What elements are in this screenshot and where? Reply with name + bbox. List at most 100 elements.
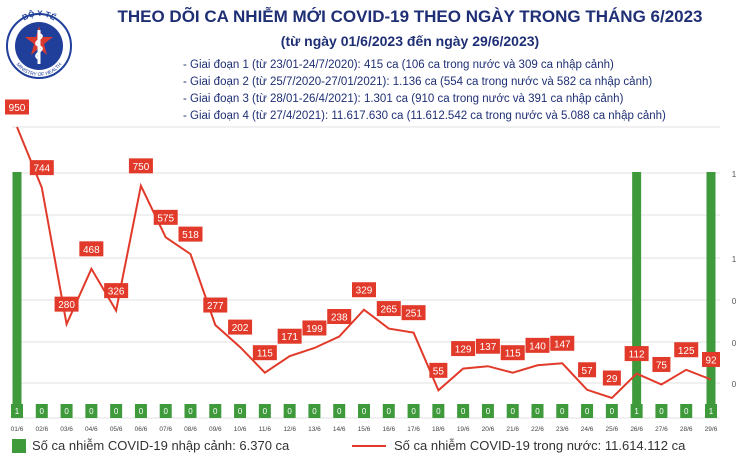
point-label-box — [252, 345, 277, 361]
bar-label-box — [506, 404, 519, 418]
bar-label-box — [283, 404, 296, 418]
bar-label-box — [581, 404, 594, 418]
bar-value-label: 0 — [659, 407, 664, 416]
point-label-box — [302, 320, 327, 336]
right-axis-tick: 1 — [732, 170, 737, 179]
bar-label-box — [85, 404, 98, 418]
bar-value-label: 0 — [287, 407, 292, 416]
svg-text:BỘ Y TẾ: BỘ Y TẾ — [21, 9, 59, 23]
legend-line-swatch — [352, 444, 386, 447]
bar-value-label: 0 — [510, 407, 515, 416]
x-tick-label: 11/6 — [259, 426, 272, 433]
bar-label-box — [184, 404, 197, 418]
bar-value-label: 0 — [362, 407, 367, 416]
bar-label-box — [258, 404, 271, 418]
x-tick-label: 07/6 — [159, 426, 172, 433]
x-tick-label: 16/6 — [382, 426, 395, 433]
chart-subtitle: (từ ngày 01/6/2023 đến ngày 29/6/2023) — [280, 33, 540, 49]
phase-4-text: - Giai đoạn 4 (từ 27/4/2021): 11.617.630… — [183, 110, 666, 122]
point-label-box — [352, 282, 376, 298]
x-tick-label: 12/6 — [283, 426, 296, 433]
covid-chart: 1 1 0 0 0 1 0 0 0 0 0 0 0 0 0 0 0 0 0 0 0 0 0 0 0 0 0 0 0 0 1 0 0 1 950 744… — [5, 99, 737, 433]
phase-summary: - Giai đoạn 1 (từ 23/01-24/7/2020): 415 … — [183, 57, 666, 125]
point-value-label: 29 — [606, 374, 618, 385]
bar-label-box — [382, 404, 395, 418]
point-value-label: 147 — [554, 339, 571, 350]
bar-value-label: 0 — [263, 407, 268, 416]
point-label-box — [702, 351, 720, 367]
x-tick-label: 23/6 — [556, 426, 569, 433]
bar-imported — [632, 172, 642, 418]
point-value-label: 57 — [582, 366, 594, 377]
point-value-label: 137 — [480, 342, 497, 353]
point-value-label: 92 — [705, 355, 717, 366]
x-tick-label: 14/6 — [333, 426, 346, 433]
x-tick-label: 15/6 — [358, 426, 371, 433]
bar-value-label: 0 — [411, 407, 416, 416]
legend-imported: Số ca nhiễm COVID-19 nhập cảnh: 6.370 ca — [12, 438, 289, 453]
x-tick-label: 21/6 — [506, 426, 519, 433]
point-value-label: 238 — [331, 313, 348, 324]
x-tick-label: 29/6 — [705, 426, 718, 433]
point-value-label: 744 — [33, 164, 50, 175]
bar-value-label: 0 — [40, 407, 45, 416]
point-label-box — [178, 226, 203, 242]
logo-text-top: BỘ Y TẾ — [21, 9, 59, 23]
point-value-label: 950 — [9, 103, 26, 114]
point-value-label: 171 — [281, 332, 298, 343]
point-label-box — [475, 338, 500, 354]
bar-value-label: 0 — [312, 407, 317, 416]
bar-value-label: 0 — [684, 407, 689, 416]
point-value-label: 55 — [433, 366, 445, 377]
point-value-label: 265 — [380, 305, 397, 316]
point-label-box — [602, 370, 621, 386]
right-axis-tick: 0 — [732, 339, 737, 348]
x-tick-label: 20/6 — [482, 426, 495, 433]
bar-label-box — [680, 404, 693, 418]
point-value-label: 115 — [505, 349, 521, 360]
point-label-box — [228, 319, 253, 335]
point-label-box — [277, 328, 302, 344]
point-value-label: 518 — [182, 230, 199, 241]
x-tick-label: 05/6 — [110, 426, 123, 433]
legend-bar-swatch — [12, 438, 26, 453]
point-value-label: 251 — [405, 309, 422, 320]
bar-label-box — [60, 404, 73, 418]
bar-value-label: 1 — [634, 407, 639, 416]
x-tick-label: 03/6 — [60, 426, 73, 433]
bar-value-label: 0 — [139, 407, 144, 416]
point-label-box — [550, 335, 575, 351]
point-label-box — [525, 337, 550, 353]
phase-3-text: - Giai đoạn 3 (từ 28/01-26/4/2021): 1.30… — [183, 93, 624, 105]
bar-label-box — [531, 404, 544, 418]
bar-label-box — [209, 404, 222, 418]
point-label-box — [79, 241, 104, 257]
point-label-box — [429, 362, 448, 378]
point-label-box — [5, 99, 29, 115]
bar-label-box — [234, 404, 247, 418]
x-tick-label: 04/6 — [85, 426, 98, 433]
bar-value-label: 0 — [461, 407, 466, 416]
bar-value-label: 0 — [163, 407, 168, 416]
x-tick-label: 19/6 — [457, 426, 470, 433]
x-tick-label: 18/6 — [432, 426, 445, 433]
bar-label-box — [333, 404, 346, 418]
bar-value-label: 0 — [535, 407, 540, 416]
point-value-label: 199 — [306, 324, 323, 335]
point-label-box — [376, 301, 401, 317]
point-label-box — [500, 345, 525, 361]
point-label-box — [401, 305, 426, 321]
x-tick-label: 10/6 — [234, 426, 247, 433]
bar-label-box — [481, 404, 494, 418]
bar-label-box — [134, 404, 147, 418]
x-tick-label: 27/6 — [655, 426, 668, 433]
bar-label-box — [159, 404, 172, 418]
bar-value-label: 0 — [337, 407, 342, 416]
point-label-box — [578, 362, 597, 378]
chart-title: THEO DÕI CA NHIỄM MỚI COVID-19 THEO NGÀY… — [117, 7, 703, 26]
point-value-label: 115 — [257, 349, 273, 360]
x-tick-label: 26/6 — [630, 426, 643, 433]
bar-value-label: 0 — [560, 407, 565, 416]
right-axis-tick: 0 — [732, 297, 737, 306]
point-value-label: 280 — [58, 300, 75, 311]
